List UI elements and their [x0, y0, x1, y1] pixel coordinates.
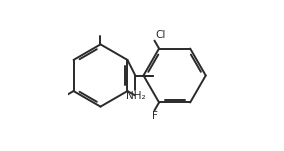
Text: F: F: [151, 111, 157, 121]
Text: NH₂: NH₂: [126, 91, 145, 101]
Text: Cl: Cl: [155, 30, 166, 40]
